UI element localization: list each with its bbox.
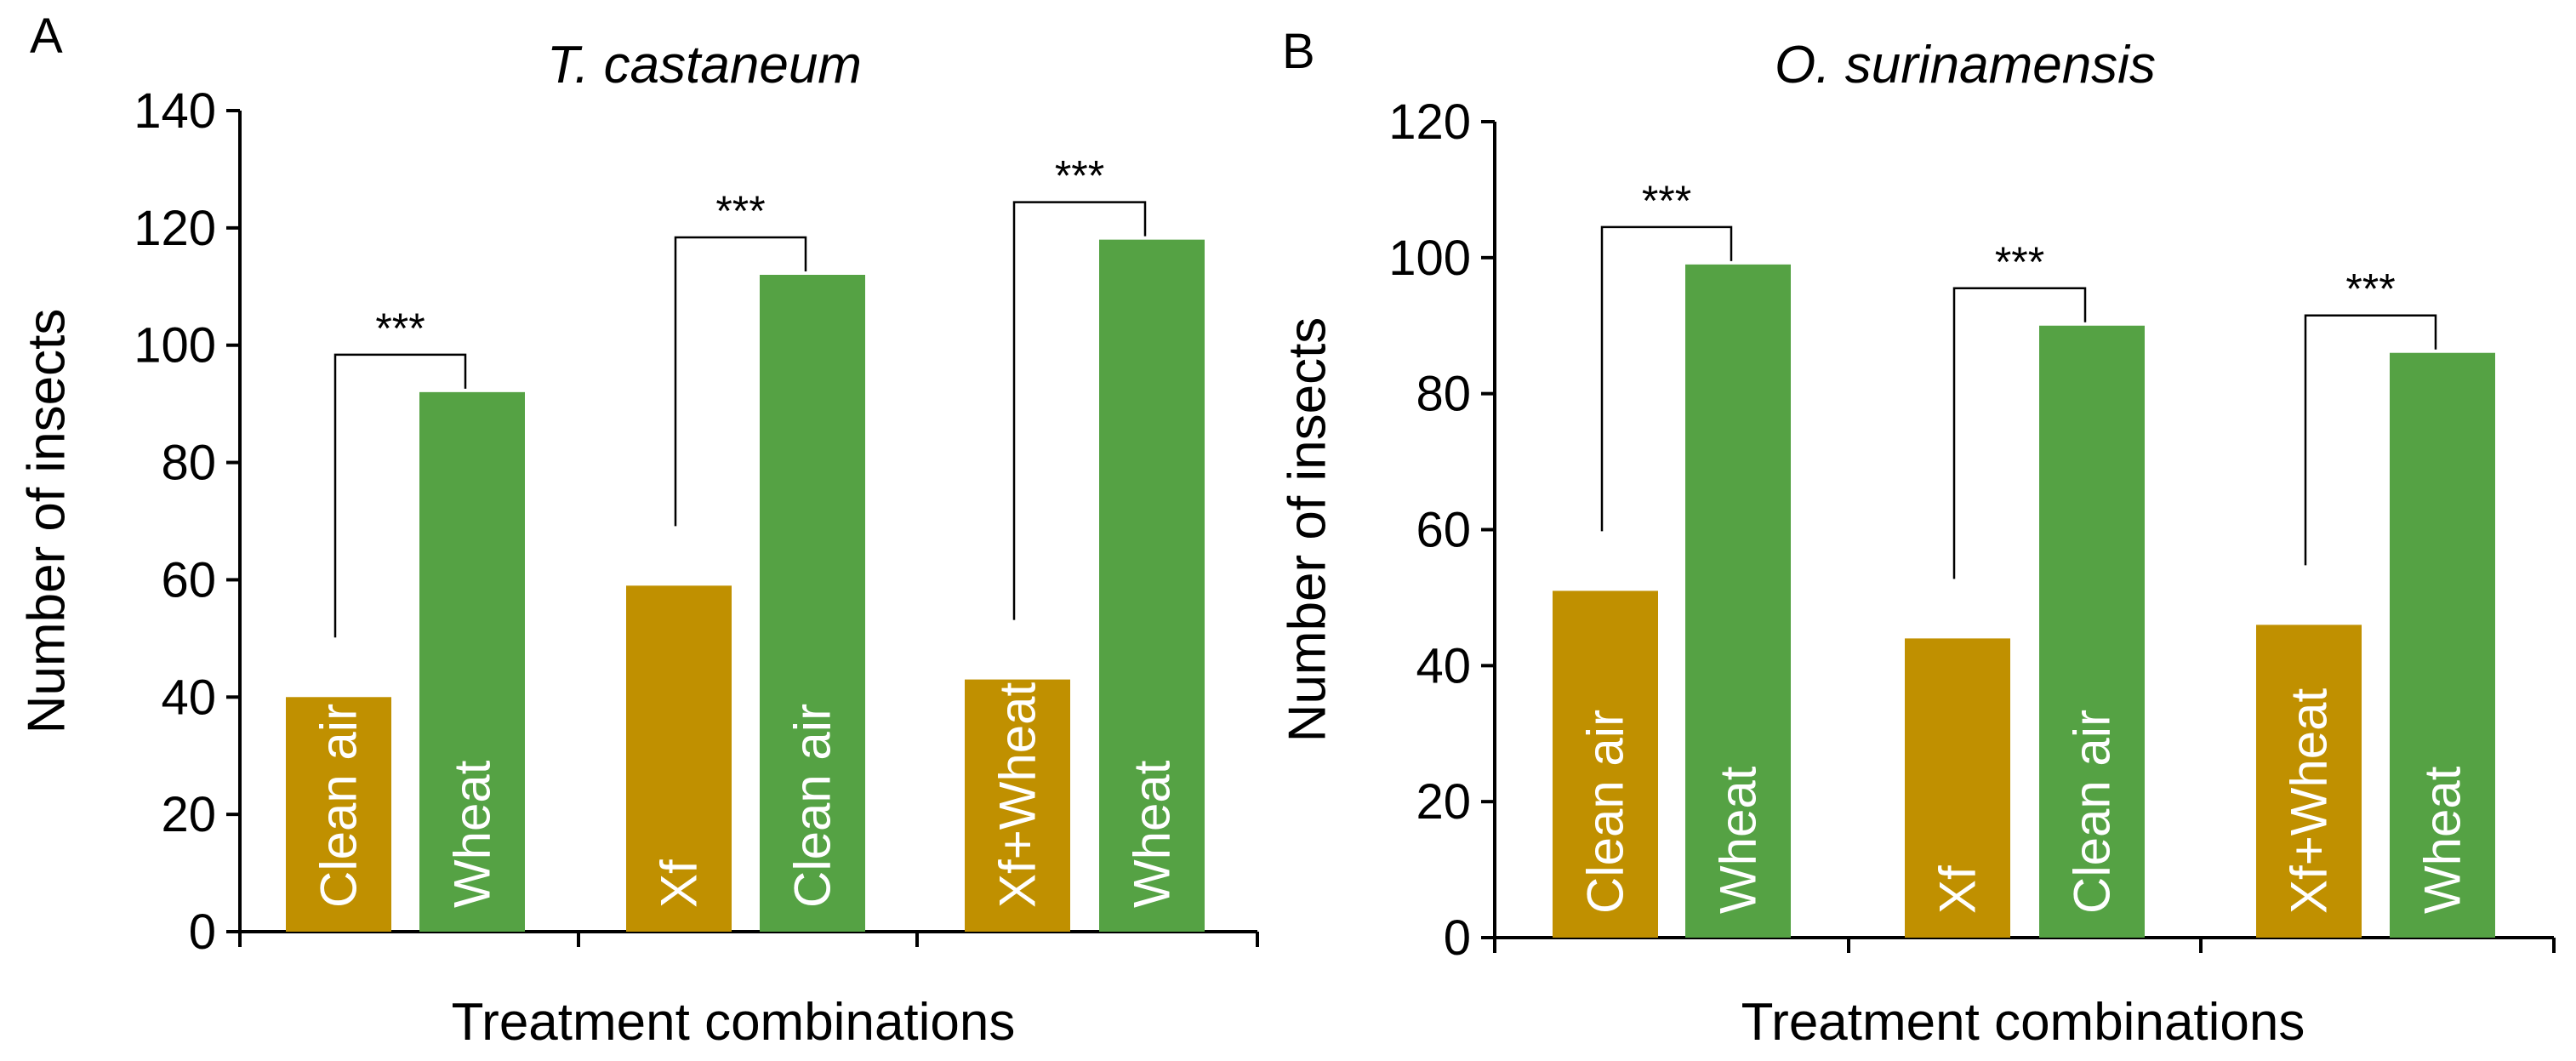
bar-label: Clean air	[784, 704, 841, 908]
y-tick-label: 80	[161, 436, 216, 491]
y-tick-label: 40	[161, 670, 216, 725]
significance-label: ***	[375, 305, 425, 352]
chart-title: O. surinamensis	[1775, 36, 2156, 94]
bar-treatment	[760, 275, 865, 932]
bar-label: Wheat	[1124, 760, 1181, 908]
y-tick-label: 140	[134, 83, 216, 139]
y-tick-label: 0	[189, 904, 216, 960]
significance-bracket	[2304, 314, 2437, 566]
significance-bracket	[333, 353, 467, 638]
bar-control	[1553, 590, 1658, 938]
y-tick-label: 60	[161, 552, 216, 608]
panel-letter: A	[30, 9, 63, 64]
bar-label: Clean air	[311, 704, 368, 908]
y-tick-label: 20	[161, 787, 216, 842]
significance-bracket	[1600, 225, 1733, 532]
bar-label: Xf+Wheat	[989, 682, 1046, 908]
bar-label: Xf	[1929, 865, 1986, 914]
bar-treatment	[2039, 325, 2145, 938]
y-tick-label: 60	[1416, 503, 1471, 558]
significance-label: ***	[2345, 265, 2395, 313]
bar-control	[626, 585, 732, 932]
chart-panel-a: A T. castaneum 0 20 40 60 80 100 120 140 Number of…	[18, 9, 1259, 1052]
bar-treatment	[1685, 264, 1791, 938]
significance-label: ***	[1995, 238, 2044, 286]
x-axis-title: Treatment combinations	[452, 993, 1016, 1052]
bar-control	[965, 679, 1070, 932]
x-axis-title: Treatment combinations	[1741, 993, 2305, 1052]
y-tick-label: 40	[1416, 638, 1471, 693]
significance-label: ***	[1055, 152, 1104, 200]
bar-treatment	[419, 391, 525, 932]
bar-label: Clean air	[2064, 710, 2121, 914]
bar-control	[1905, 638, 2010, 938]
y-axis-title: Number of insects	[1279, 317, 1337, 743]
bar-treatment	[1099, 239, 1205, 933]
bar-label: Wheat	[1710, 766, 1767, 914]
y-tick-label: 20	[1416, 774, 1471, 830]
significance-bracket	[674, 236, 807, 527]
bar-control	[2256, 625, 2362, 938]
bar-label: Wheat	[2414, 766, 2471, 914]
y-tick-label: 100	[1388, 231, 1471, 286]
chart-panel-b: B O. surinamensis 0 20 40 60 80 100 120 Number of…	[1279, 24, 2556, 1052]
panel-letter: B	[1282, 24, 1315, 79]
y-tick-label: 100	[134, 318, 216, 374]
chart-title: T. castaneum	[547, 36, 862, 94]
bar-treatment	[2390, 352, 2495, 938]
y-axis-title: Number of insects	[18, 309, 77, 734]
bar-label: Xf+Wheat	[2281, 688, 2338, 914]
bar-label: Xf	[651, 859, 708, 908]
significance-label: ***	[1642, 177, 1691, 225]
y-tick-label: 120	[134, 201, 216, 256]
bar-label: Clean air	[1577, 710, 1634, 914]
significance-label: ***	[715, 187, 765, 235]
y-tick-label: 0	[1444, 910, 1471, 966]
significance-bracket	[1012, 201, 1147, 620]
bar-label: Wheat	[444, 760, 501, 908]
y-tick-label: 80	[1416, 367, 1471, 422]
significance-bracket	[1952, 287, 2087, 579]
bar-control	[286, 697, 391, 932]
y-tick-label: 120	[1388, 94, 1471, 150]
